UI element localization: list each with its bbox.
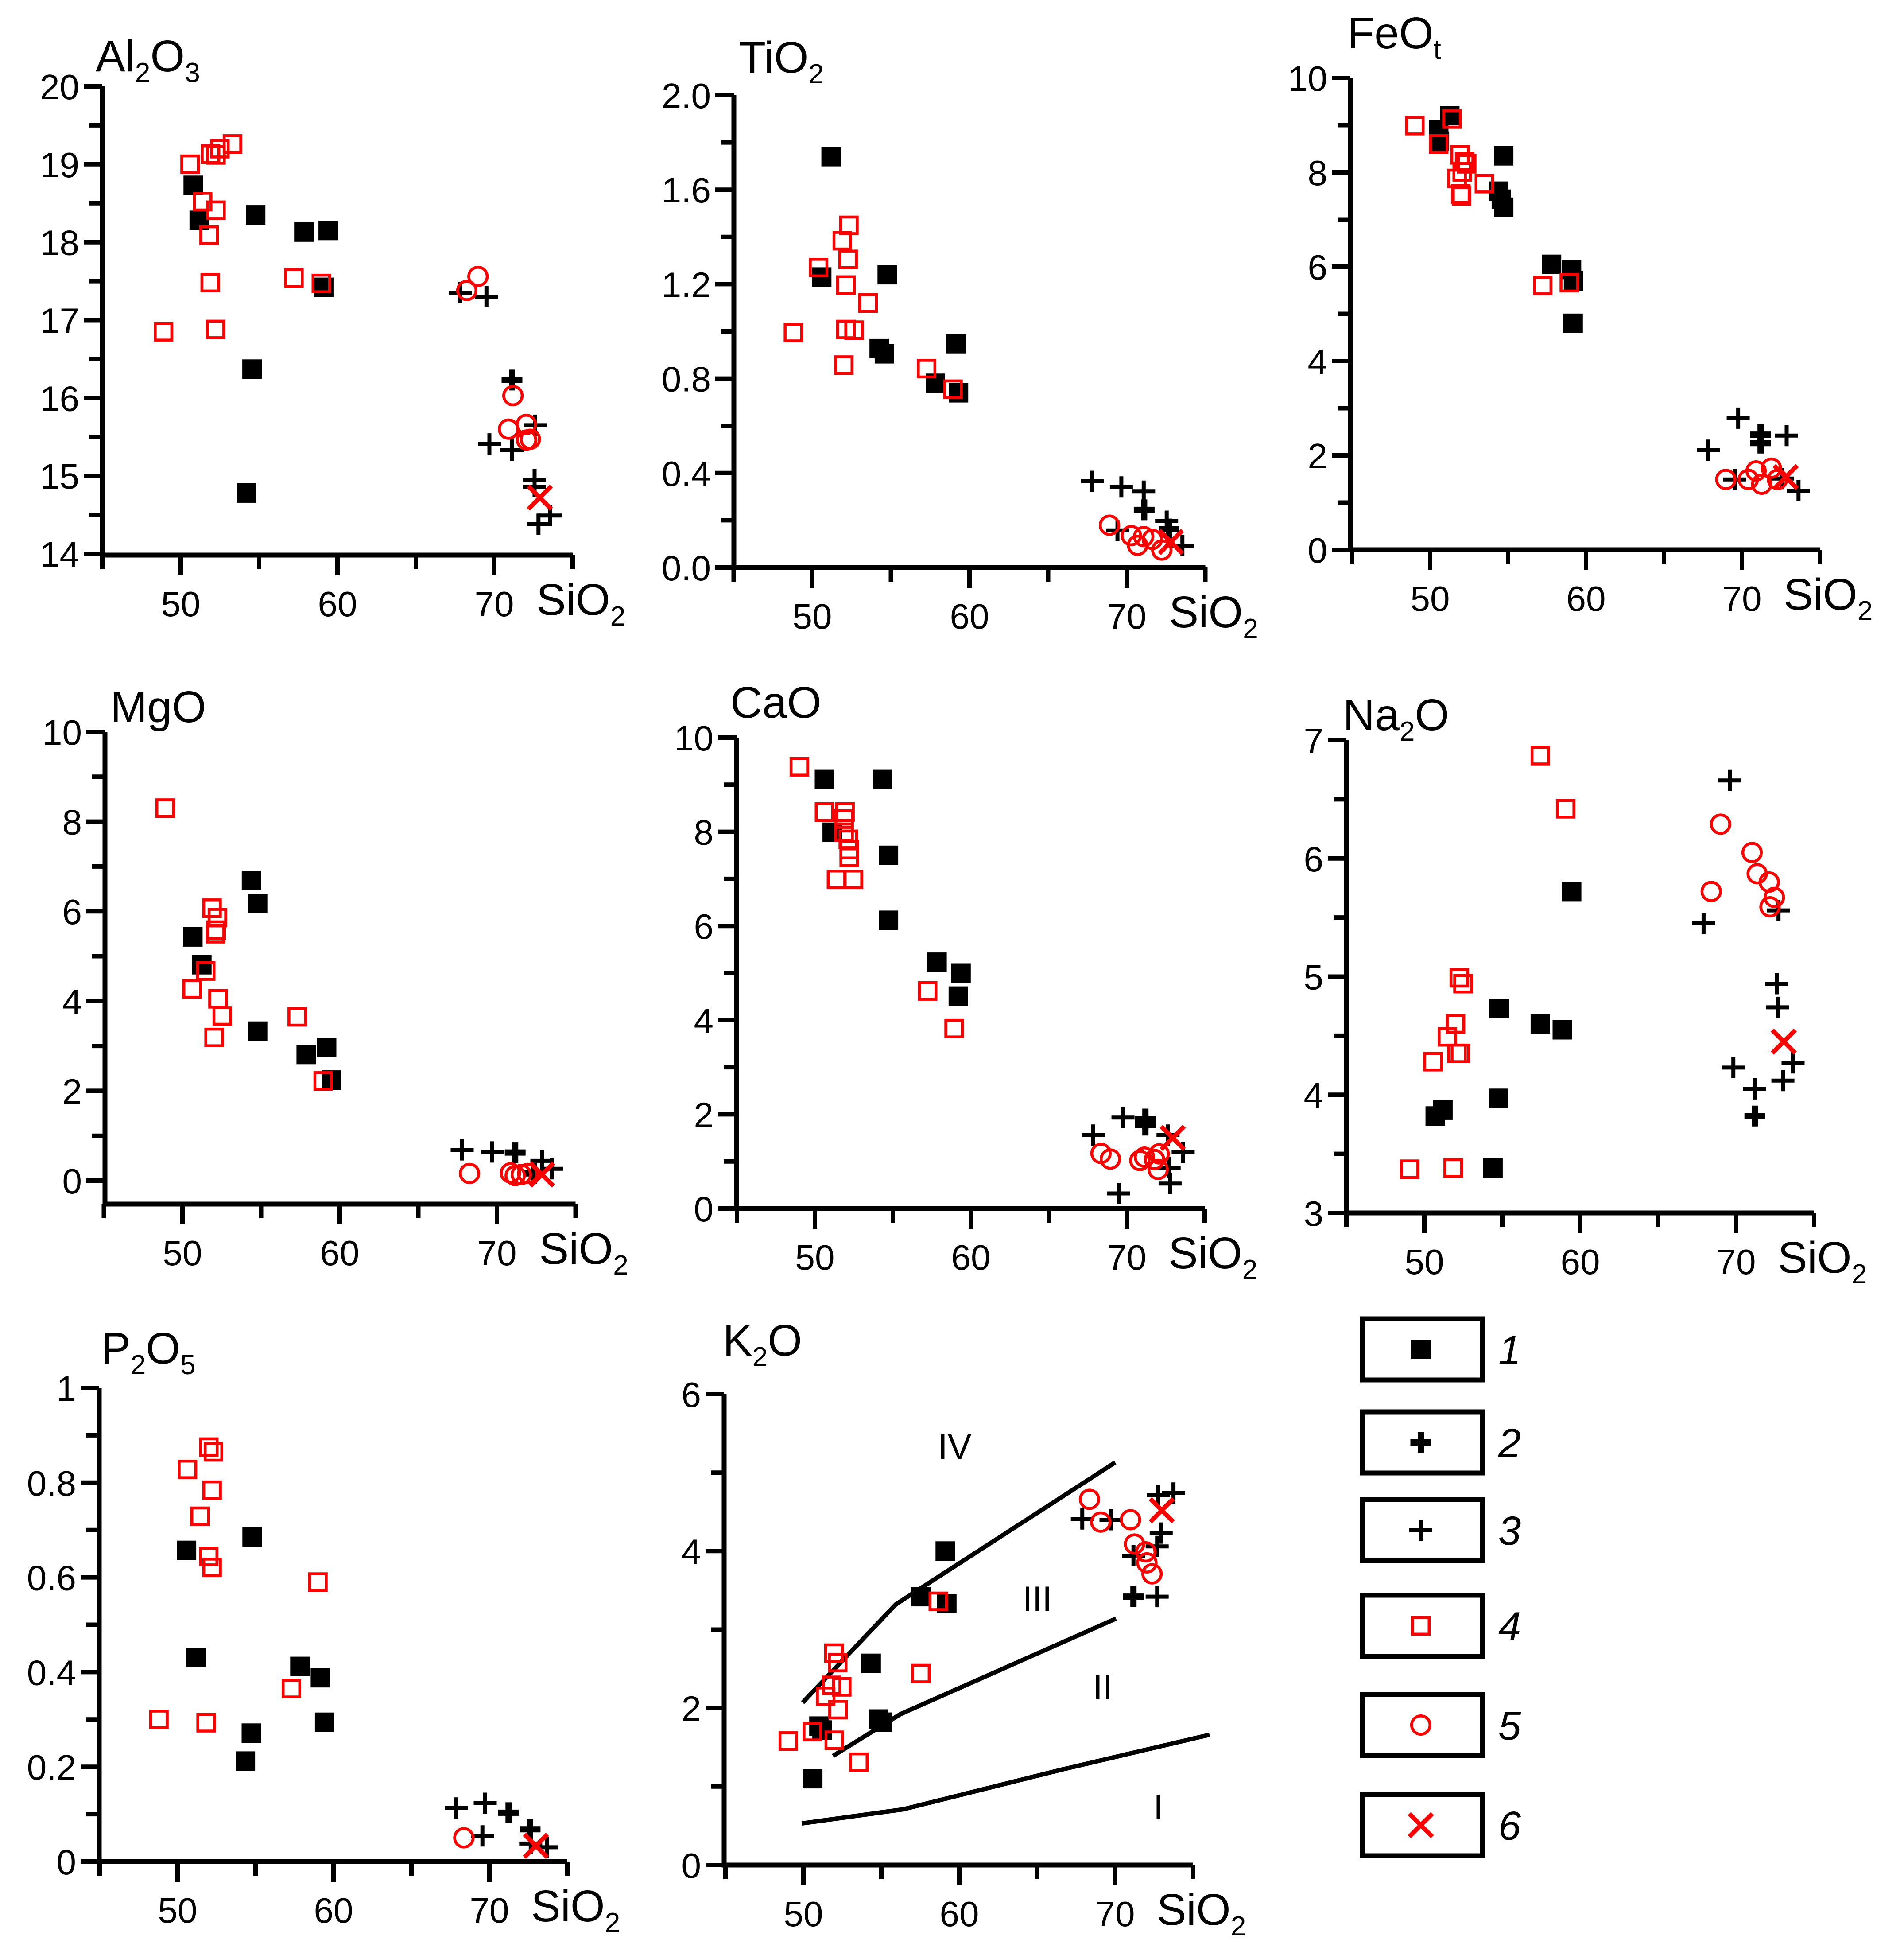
svg-text:0: 0 [1308, 531, 1328, 570]
svg-text:50: 50 [795, 1238, 835, 1277]
svg-text:II: II [1093, 1667, 1113, 1706]
svg-text:6: 6 [1498, 1803, 1521, 1849]
svg-text:50: 50 [161, 584, 201, 624]
svg-text:16: 16 [40, 379, 79, 418]
svg-text:FeOt: FeOt [1347, 8, 1441, 65]
svg-text:50: 50 [784, 1894, 823, 1934]
svg-text:50: 50 [158, 1891, 198, 1930]
svg-text:0: 0 [682, 1846, 702, 1885]
svg-text:MgO: MgO [110, 682, 206, 732]
svg-text:CaO: CaO [730, 678, 822, 727]
svg-text:70: 70 [1096, 1894, 1135, 1934]
svg-text:8: 8 [694, 813, 714, 852]
svg-text:8: 8 [1308, 153, 1328, 193]
svg-text:6: 6 [1304, 839, 1324, 879]
svg-text:2: 2 [682, 1689, 702, 1729]
svg-text:SiO2: SiO2 [1778, 1233, 1867, 1290]
svg-text:18: 18 [40, 223, 79, 263]
svg-text:60: 60 [320, 1233, 360, 1273]
svg-text:60: 60 [1561, 1242, 1600, 1282]
svg-text:4: 4 [1498, 1604, 1521, 1649]
svg-text:P2O5: P2O5 [101, 1324, 195, 1380]
svg-text:2: 2 [62, 1072, 82, 1111]
svg-text:1.2: 1.2 [662, 265, 711, 304]
svg-text:5: 5 [1304, 958, 1324, 997]
svg-text:60: 60 [318, 584, 357, 624]
svg-text:I: I [1153, 1787, 1163, 1827]
svg-text:10: 10 [674, 719, 714, 758]
svg-text:70: 70 [475, 584, 514, 624]
svg-text:1: 1 [1498, 1328, 1521, 1373]
svg-text:4: 4 [694, 1001, 714, 1041]
svg-text:4: 4 [682, 1532, 702, 1571]
svg-text:60: 60 [950, 597, 989, 636]
svg-text:0.8: 0.8 [27, 1464, 76, 1503]
svg-text:5: 5 [1498, 1703, 1521, 1749]
svg-text:19: 19 [40, 145, 79, 185]
svg-text:4: 4 [62, 982, 82, 1022]
svg-text:10: 10 [1288, 59, 1327, 98]
svg-text:17: 17 [40, 301, 79, 341]
svg-text:70: 70 [1722, 579, 1762, 618]
svg-text:2: 2 [1308, 436, 1328, 476]
svg-text:60: 60 [1567, 579, 1606, 618]
svg-text:Na2O: Na2O [1343, 690, 1449, 747]
svg-text:III: III [1023, 1579, 1052, 1619]
svg-text:60: 60 [940, 1894, 979, 1934]
svg-text:0: 0 [694, 1189, 714, 1229]
svg-text:4: 4 [1304, 1076, 1324, 1115]
svg-text:70: 70 [1717, 1242, 1756, 1282]
svg-text:0.4: 0.4 [662, 454, 711, 494]
svg-text:10: 10 [43, 713, 82, 752]
svg-text:50: 50 [793, 597, 832, 636]
svg-text:3: 3 [1498, 1508, 1521, 1554]
svg-text:1.6: 1.6 [662, 171, 711, 210]
svg-text:2.0: 2.0 [662, 76, 711, 116]
svg-text:1: 1 [57, 1369, 77, 1408]
svg-text:K2O: K2O [723, 1316, 802, 1372]
svg-text:50: 50 [1405, 1242, 1444, 1282]
svg-text:50: 50 [1411, 579, 1450, 618]
svg-text:20: 20 [40, 67, 79, 107]
svg-text:70: 70 [470, 1891, 509, 1930]
svg-text:70: 70 [1107, 597, 1147, 636]
svg-text:60: 60 [951, 1238, 991, 1277]
svg-text:3: 3 [1304, 1194, 1324, 1233]
svg-text:0.8: 0.8 [662, 360, 711, 399]
svg-text:4: 4 [1308, 342, 1328, 381]
svg-text:0: 0 [57, 1842, 77, 1882]
svg-text:IV: IV [938, 1427, 972, 1466]
svg-text:0.0: 0.0 [662, 548, 711, 588]
svg-text:6: 6 [62, 892, 82, 932]
svg-text:15: 15 [40, 457, 79, 496]
svg-text:50: 50 [163, 1233, 202, 1273]
svg-text:0.2: 0.2 [27, 1748, 76, 1787]
svg-text:2: 2 [1498, 1421, 1521, 1466]
svg-text:6: 6 [694, 907, 714, 946]
svg-text:70: 70 [1107, 1238, 1147, 1277]
svg-text:0.4: 0.4 [27, 1653, 76, 1692]
svg-text:8: 8 [62, 803, 82, 842]
svg-text:2: 2 [694, 1095, 714, 1135]
svg-text:0.6: 0.6 [27, 1558, 76, 1598]
svg-text:70: 70 [477, 1233, 517, 1273]
svg-text:60: 60 [314, 1891, 353, 1930]
svg-text:0: 0 [62, 1162, 82, 1201]
svg-text:6: 6 [1308, 248, 1328, 287]
svg-text:14: 14 [40, 535, 79, 574]
svg-text:6: 6 [682, 1375, 702, 1415]
svg-text:7: 7 [1304, 721, 1324, 761]
